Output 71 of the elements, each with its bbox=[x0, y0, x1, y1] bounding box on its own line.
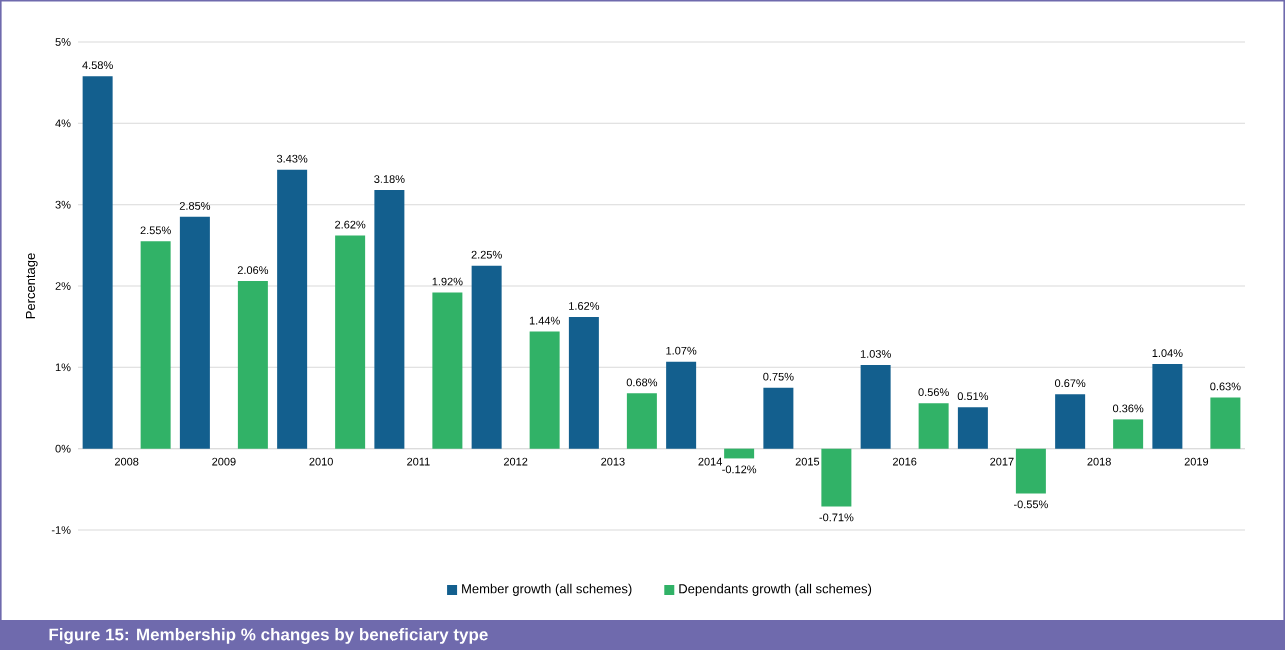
x-tick-label: 2008 bbox=[114, 457, 139, 466]
bar bbox=[860, 364, 891, 449]
bar bbox=[763, 387, 794, 449]
x-tick-label: 2015 bbox=[795, 457, 820, 466]
data-label: 2.06% bbox=[237, 266, 269, 275]
x-tick-label: 2017 bbox=[990, 457, 1014, 466]
bar bbox=[1113, 419, 1144, 449]
bar bbox=[918, 403, 949, 449]
bar bbox=[1055, 394, 1086, 449]
x-tick-label: 2014 bbox=[698, 457, 723, 466]
legend-label: Member growth (all schemes) bbox=[462, 583, 632, 596]
x-tick-label: 2019 bbox=[1184, 457, 1209, 466]
y-tick-label: 5% bbox=[55, 38, 71, 46]
bar bbox=[724, 448, 755, 459]
bar bbox=[1015, 448, 1046, 494]
x-tick-label: 2012 bbox=[503, 457, 528, 466]
data-label: 0.36% bbox=[1112, 404, 1144, 413]
x-tick-label: 2009 bbox=[212, 457, 236, 466]
bar bbox=[179, 216, 210, 449]
bar bbox=[140, 241, 171, 449]
data-label: 1.07% bbox=[666, 346, 697, 355]
bar bbox=[432, 292, 463, 449]
text: Figure 15: Membership % changes by beneficiary type bbox=[49, 628, 488, 644]
bar bbox=[82, 76, 113, 449]
data-label: 0.51% bbox=[957, 392, 989, 401]
data-label: 2.55% bbox=[140, 226, 171, 235]
bar bbox=[957, 407, 988, 449]
bar bbox=[529, 331, 560, 449]
data-label: -0.55% bbox=[1013, 500, 1048, 509]
bar bbox=[1152, 364, 1183, 449]
y-tick-label: 2% bbox=[55, 282, 71, 290]
data-label: 1.04% bbox=[1152, 349, 1183, 357]
y-axis-title: Percentage bbox=[26, 253, 38, 319]
data-label: 2.85% bbox=[179, 202, 211, 210]
data-label: -0.71% bbox=[819, 513, 854, 522]
data-label: 1.62% bbox=[569, 302, 600, 310]
bar bbox=[237, 281, 268, 449]
y-tick-label: 4% bbox=[55, 119, 71, 128]
y-tick-label: 0% bbox=[55, 444, 71, 453]
data-label: 4.58% bbox=[82, 61, 113, 70]
bar bbox=[1210, 397, 1241, 449]
data-label: 1.44% bbox=[529, 316, 560, 325]
y-tick-label: 3% bbox=[55, 200, 71, 209]
x-tick-label: 2011 bbox=[407, 457, 430, 466]
data-label: 0.67% bbox=[1054, 379, 1086, 388]
x-tick-label: 2018 bbox=[1087, 457, 1111, 466]
bar bbox=[471, 265, 502, 449]
y-tick-label: 1% bbox=[55, 363, 71, 372]
bar bbox=[626, 393, 657, 449]
bar bbox=[374, 190, 405, 449]
data-label: 3.43% bbox=[276, 154, 308, 163]
data-label: 1.03% bbox=[860, 350, 891, 358]
bar bbox=[821, 448, 852, 507]
data-label: 0.75% bbox=[763, 372, 794, 381]
bar bbox=[277, 169, 308, 449]
data-label: 3.18% bbox=[374, 175, 405, 183]
data-label: 1.92% bbox=[432, 277, 463, 286]
data-label: 2.62% bbox=[335, 220, 366, 229]
data-label: 0.68% bbox=[626, 378, 658, 387]
bar bbox=[335, 235, 366, 449]
data-label: 0.56% bbox=[918, 388, 949, 397]
data-label: 0.63% bbox=[1210, 382, 1241, 391]
bar bbox=[568, 316, 599, 449]
data-label: 2.25% bbox=[471, 250, 502, 259]
x-tick-label: 2013 bbox=[601, 457, 625, 466]
legend-label: Dependants growth (all schemes) bbox=[679, 583, 872, 596]
bar bbox=[666, 361, 697, 449]
x-tick-label: 2010 bbox=[309, 457, 333, 466]
data-label: -0.12% bbox=[722, 465, 757, 474]
y-tick-label: -1% bbox=[51, 526, 71, 534]
x-tick-label: 2016 bbox=[892, 457, 917, 466]
